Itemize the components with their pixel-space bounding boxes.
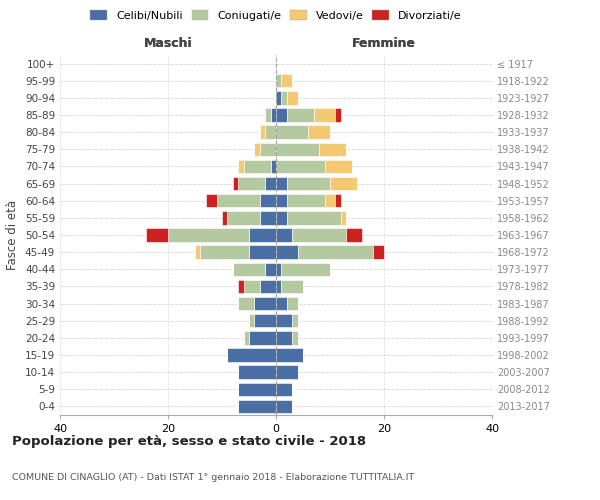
Bar [260,280,276,293]
Bar [373,246,384,259]
Bar [330,177,357,190]
Bar [276,297,287,310]
Bar [287,108,314,122]
Bar [276,228,292,241]
Bar [249,314,254,328]
Bar [276,314,292,328]
Bar [276,126,308,139]
Bar [233,177,238,190]
Bar [292,228,346,241]
Bar [276,194,287,207]
Bar [265,177,276,190]
Bar [287,177,330,190]
Bar [249,246,276,259]
Bar [260,194,276,207]
Bar [265,108,271,122]
Bar [265,262,276,276]
Bar [276,91,281,104]
Bar [238,382,276,396]
Bar [346,228,362,241]
Bar [233,262,265,276]
Text: Femmine: Femmine [352,37,416,50]
Bar [254,297,276,310]
Bar [281,280,303,293]
Bar [206,194,217,207]
Bar [244,280,260,293]
Bar [217,194,260,207]
Bar [238,297,254,310]
Bar [200,246,249,259]
Bar [281,91,287,104]
Bar [238,280,244,293]
Bar [222,211,227,224]
Bar [335,108,341,122]
Bar [287,194,325,207]
Y-axis label: Fasce di età: Fasce di età [7,200,19,270]
Bar [341,211,346,224]
Bar [276,177,287,190]
Bar [168,228,249,241]
Bar [271,160,276,173]
Text: Popolazione per età, sesso e stato civile - 2018: Popolazione per età, sesso e stato civil… [12,435,366,448]
Bar [276,142,319,156]
Bar [260,126,265,139]
Bar [244,160,271,173]
Bar [287,297,298,310]
Bar [238,160,244,173]
Bar [249,228,276,241]
Bar [265,126,276,139]
Bar [298,246,373,259]
Bar [254,314,276,328]
Bar [238,177,265,190]
Bar [319,142,346,156]
Bar [271,108,276,122]
Bar [281,74,292,88]
Bar [276,74,281,88]
Bar [276,331,292,344]
Bar [276,400,292,413]
Bar [276,211,287,224]
Bar [244,331,249,344]
Bar [335,194,341,207]
Text: Maschi: Maschi [143,37,193,50]
Text: Maschi: Maschi [143,37,193,50]
Bar [281,262,330,276]
Bar [292,331,298,344]
Text: COMUNE DI CINAGLIO (AT) - Dati ISTAT 1° gennaio 2018 - Elaborazione TUTTITALIA.I: COMUNE DI CINAGLIO (AT) - Dati ISTAT 1° … [12,472,414,482]
Bar [238,366,276,379]
Bar [260,142,276,156]
Bar [314,108,335,122]
Bar [249,331,276,344]
Bar [276,246,298,259]
Legend: Celibi/Nubili, Coniugati/e, Vedovi/e, Divorziati/e: Celibi/Nubili, Coniugati/e, Vedovi/e, Di… [86,6,466,25]
Bar [276,348,303,362]
Text: Femmine: Femmine [352,37,416,50]
Bar [325,194,335,207]
Bar [195,246,200,259]
Bar [238,400,276,413]
Bar [287,211,341,224]
Bar [227,211,260,224]
Bar [276,108,287,122]
Bar [325,160,352,173]
Bar [276,366,298,379]
Bar [276,262,281,276]
Bar [260,211,276,224]
Bar [276,280,281,293]
Bar [308,126,330,139]
Bar [276,382,292,396]
Bar [276,160,325,173]
Bar [146,228,168,241]
Bar [227,348,276,362]
Bar [292,314,298,328]
Bar [254,142,260,156]
Bar [287,91,298,104]
